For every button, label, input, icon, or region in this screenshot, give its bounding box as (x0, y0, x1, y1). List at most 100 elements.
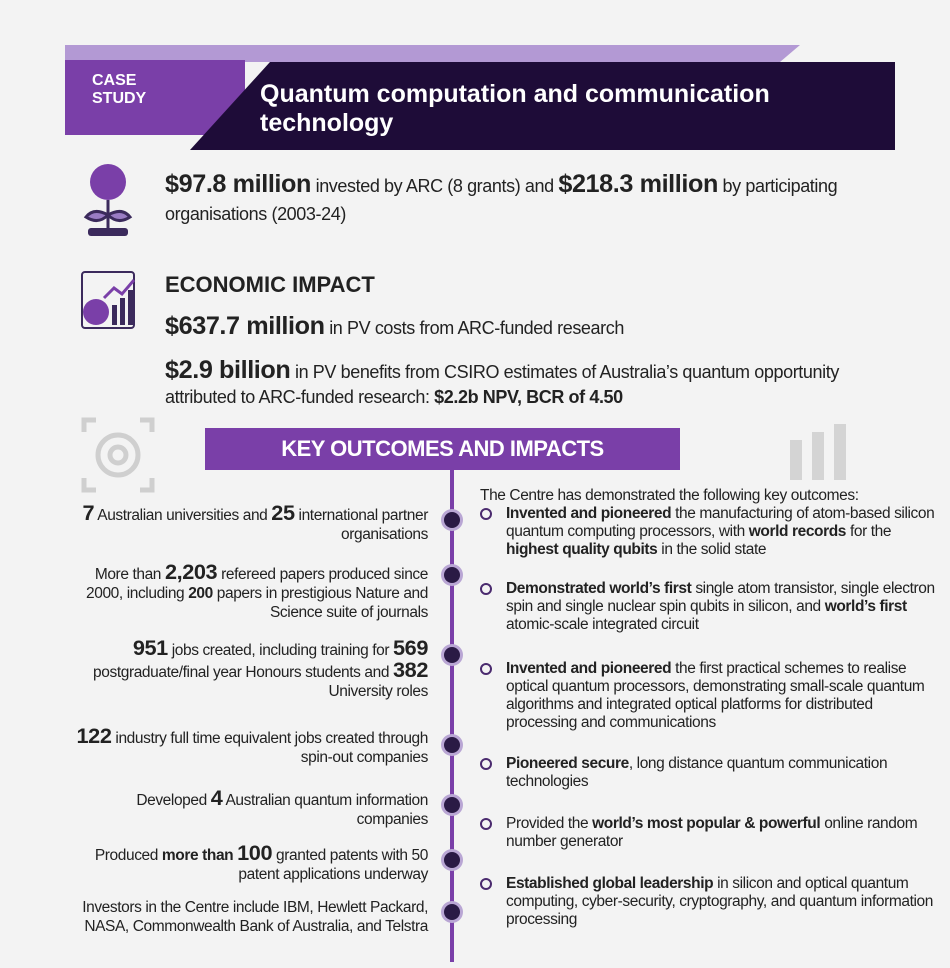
title-band (190, 62, 895, 150)
text-run: Pioneered secure (506, 755, 629, 772)
stat-text: Developed 4 Australian quantum informati… (68, 785, 428, 829)
outcome-text: Invented and pioneered the manufacturing… (478, 505, 944, 559)
timeline-dot (444, 512, 460, 528)
text-run: 25 (271, 500, 295, 525)
title: Quantum computation and communication te… (260, 80, 770, 137)
text-run: 382 (393, 657, 428, 682)
stat-text: 951 jobs created, including training for… (68, 635, 428, 701)
text-run: 7 (82, 500, 95, 525)
outcome-item: Demonstrated world’s first single atom t… (478, 580, 944, 634)
outcomes-heading: KEY OUTCOMES AND IMPACTS (281, 436, 604, 461)
text-run: , long distance quantum communication te… (506, 755, 888, 790)
text-run: Produced (94, 847, 162, 864)
economic-heading: ECONOMIC IMPACT (165, 272, 375, 297)
text-run: Investors in the Centre include IBM, Hew… (82, 899, 428, 935)
timeline-dot (444, 647, 460, 663)
timeline-dot (444, 852, 460, 868)
text-run: world’s first (824, 598, 907, 615)
economic-item: $2.9 billion in PV benefits from CSIRO e… (165, 356, 865, 410)
case-label: CASE STUDY (92, 72, 146, 108)
money-icon (83, 164, 133, 236)
funding-text: $97.8 million invested by ARC (8 grants)… (165, 170, 845, 228)
stat-text: 122 industry full time equivalent jobs c… (68, 725, 429, 767)
text-run: the manufacturing of atom-based silicon … (506, 505, 935, 540)
text-run: $97.8 million (165, 170, 311, 198)
text-run: online random number generator (506, 815, 918, 850)
banner-strip (65, 45, 800, 62)
outcome-item: Established global leadership in silicon… (478, 875, 944, 929)
bullet-icon (480, 878, 492, 890)
text-run: highest quality qubits (506, 541, 658, 558)
outcome-text: Pioneered secure, long distance quantum … (478, 755, 944, 791)
text-run: Developed (136, 792, 211, 809)
text-run: world records (748, 523, 847, 540)
bullet-icon (480, 508, 492, 520)
text-run: world’s most popular & powerful (592, 815, 821, 832)
text-run: 951 (132, 635, 168, 660)
bullet-icon (480, 583, 492, 595)
stat-text: Produced more than 100 granted patents w… (68, 840, 429, 884)
impact-icon (81, 271, 136, 329)
stat-text: 7 Australian universities and 25 interna… (68, 500, 429, 544)
text-run: papers in prestigious Nature and Science… (212, 585, 429, 621)
text-run: 2,203 (164, 559, 218, 584)
outcome-item: Pioneered secure, long distance quantum … (478, 755, 944, 791)
timeline-dot (444, 567, 460, 583)
target-icon (81, 417, 155, 493)
text-run: the first practical schemes to realise o… (506, 660, 925, 731)
text-run: international partner organisations (294, 507, 429, 543)
text-run: $2.9 billion (165, 356, 291, 384)
text-run: atomic-scale integrated circuit (506, 616, 699, 633)
outcome-stat: 951 jobs created, including training for… (68, 635, 428, 701)
text-run: in PV costs from ARC-funded research (324, 318, 624, 338)
timeline-dot (444, 737, 460, 753)
text-run: granted patents with 50 patent applicati… (238, 847, 428, 883)
bullet-icon (480, 663, 492, 675)
growth-icon (790, 424, 846, 480)
text-run: Established global leadership (506, 875, 714, 892)
outcome-text: Demonstrated world’s first single atom t… (478, 580, 944, 634)
outcomes-intro: The Centre has demonstrated the followin… (480, 487, 859, 504)
case-label-line: CASE (92, 72, 137, 89)
text-run: Invented and pioneered (506, 505, 672, 522)
outcome-item: Invented and pioneered the first practic… (478, 660, 944, 732)
text-run: 4 (210, 785, 223, 810)
stat-text: Investors in the Centre include IBM, Hew… (68, 898, 428, 936)
text-run: postgraduate/final year Honours students… (93, 664, 393, 681)
text-run: single atom transistor, single electron … (506, 580, 935, 615)
text-run: $218.3 million (558, 170, 718, 198)
text-run: Provided the (506, 815, 593, 832)
text-run: $637.7 million (165, 312, 325, 340)
text-run: in the solid state (657, 541, 767, 558)
bullet-icon (480, 818, 492, 830)
text-run: refereed papers produced since 2000, inc… (86, 566, 428, 602)
text-run: more than (161, 847, 238, 864)
text-run: 100 (237, 840, 273, 865)
outcome-stat: 7 Australian universities and 25 interna… (68, 500, 429, 544)
text-run: $2.2b NPV, BCR of 4.50 (434, 387, 623, 407)
outcome-text: Invented and pioneered the first practic… (478, 660, 944, 732)
text-run: University roles (328, 683, 428, 700)
text-run: More than (94, 566, 165, 583)
text-run: Australian universities and (94, 507, 272, 524)
timeline-dot (444, 797, 460, 813)
outcomes-banner (205, 428, 680, 470)
text-run: for the (846, 523, 892, 540)
outcome-stat: Produced more than 100 granted patents w… (68, 840, 429, 884)
text-run: Australian quantum information companies (222, 792, 428, 828)
text-run: Demonstrated world’s first (506, 580, 692, 597)
text-run: 569 (393, 635, 428, 660)
outcome-stat: More than 2,203 refereed papers produced… (68, 559, 429, 622)
economic-item: $637.7 million in PV costs from ARC-fund… (165, 313, 865, 341)
case-label-line: STUDY (92, 90, 147, 107)
text-run: jobs created, including training for (167, 642, 393, 659)
text-run: 200 (188, 585, 213, 602)
stat-text: More than 2,203 refereed papers produced… (68, 559, 429, 622)
outcome-stat: Developed 4 Australian quantum informati… (68, 785, 428, 829)
text-run: invested by ARC (8 grants) and (311, 176, 559, 196)
text-run: in PV benefits from CSIRO estimates of A… (165, 362, 839, 407)
timeline-dot (444, 904, 460, 920)
outcome-stat: Investors in the Centre include IBM, Hew… (68, 898, 428, 936)
